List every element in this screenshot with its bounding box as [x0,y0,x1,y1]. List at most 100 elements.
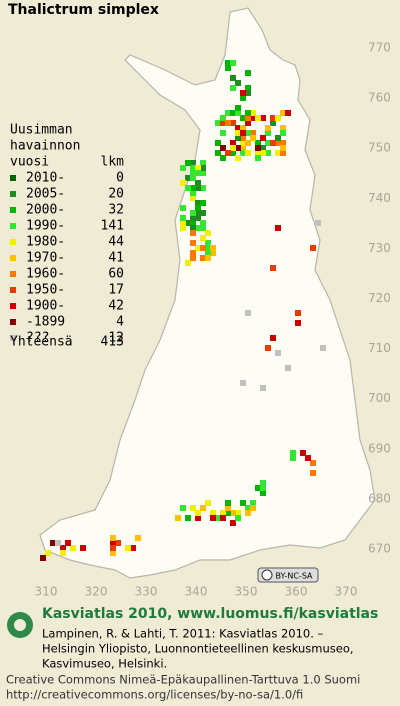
record-square [215,140,221,146]
record-square [190,170,196,176]
record-square [210,515,216,521]
record-square [220,510,226,516]
record-square [230,75,236,81]
record-square [270,265,276,271]
record-square [185,260,191,266]
record-square [125,545,131,551]
record-square [185,185,191,191]
record-square [195,170,201,176]
legend-heading: vuosi [10,155,49,170]
record-square [240,115,246,121]
record-square [220,145,226,151]
legend-swatch [10,303,16,309]
map-title: Thalictrum simplex [8,2,159,18]
record-square [200,165,206,171]
record-square [245,510,251,516]
record-square [245,150,251,156]
record-square [205,250,211,256]
record-square [235,80,241,86]
legend-swatch [10,175,16,181]
record-square [245,90,251,96]
grid-label: 720 [368,291,391,305]
grid-label: 340 [185,585,208,599]
record-square [260,490,266,496]
grid-label: 680 [368,491,391,505]
record-square [230,60,236,66]
grid-label: 740 [368,191,391,205]
record-square [265,125,271,131]
record-square [55,540,61,546]
record-square [235,510,241,516]
record-square [305,455,311,461]
record-square [225,60,231,66]
legend-count: 12 [108,331,124,346]
grid-label: 750 [368,141,391,155]
legend-total: 413 [101,335,124,350]
logo [7,612,33,638]
record-square [200,185,206,191]
legend-swatch [10,223,16,229]
record-square [190,225,196,231]
record-square [280,125,286,131]
grid-label: 690 [368,441,391,455]
record-square [250,505,256,511]
record-square [235,155,241,161]
record-square [190,250,196,256]
legend-label: 1960- [26,267,65,282]
record-square [45,550,51,556]
legend-label: 1980- [26,235,65,250]
record-square [195,215,201,221]
record-square [280,150,286,156]
record-square [260,385,266,391]
legend-label: -1899 [26,315,65,330]
record-square [230,520,236,526]
grid-label: 770 [368,41,391,55]
record-square [275,115,281,121]
record-square [240,150,246,156]
record-square [175,515,181,521]
record-square [190,240,196,246]
legend-label: 1970- [26,251,65,266]
record-square [220,155,226,161]
legend-count: 141 [101,219,124,234]
grid-label: 320 [85,585,108,599]
legend-swatch [10,335,16,341]
record-square [250,500,256,506]
legend-swatch [10,271,16,277]
badge-frame [257,567,319,583]
legend-swatch [10,319,16,325]
record-square [270,115,276,121]
record-square [110,550,116,556]
record-square [320,345,326,351]
record-square [215,150,221,156]
record-square [185,220,191,226]
record-square [230,110,236,116]
record-square [235,515,241,521]
record-square [225,510,231,516]
record-square [300,450,306,456]
record-square [180,205,186,211]
legend-total-label: Yhteensä [10,335,73,350]
record-square [275,225,281,231]
record-square [205,255,211,261]
record-square [240,500,246,506]
legend-heading: havainnon [10,139,80,154]
record-square [220,115,226,121]
legend-swatch [10,287,16,293]
record-square [265,150,271,156]
grid-label: 760 [368,91,391,105]
record-square [240,135,246,141]
record-square [245,130,251,136]
record-square [255,115,261,121]
legend-label: 1950- [26,283,65,298]
record-square [65,540,71,546]
record-square [40,555,46,561]
record-square [280,145,286,151]
record-square [195,225,201,231]
record-square [295,320,301,326]
record-square [230,510,236,516]
record-square [200,220,206,226]
citation-line: Helsingin Yliopisto, Luonnontieteellinen… [42,642,354,656]
record-square [225,120,231,126]
